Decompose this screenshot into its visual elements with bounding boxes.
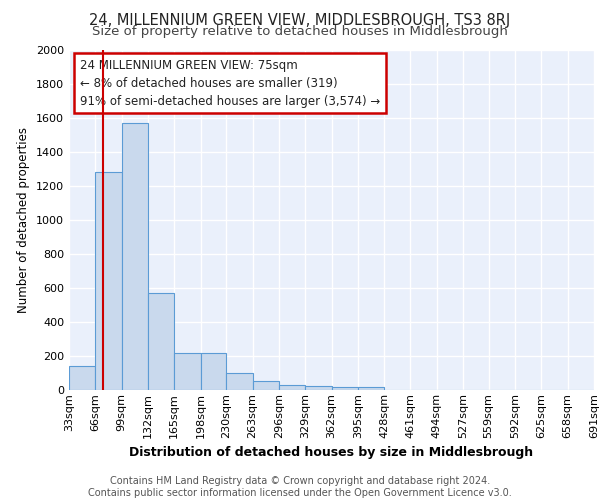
Bar — [226, 373, 253, 390]
Bar — [331, 386, 358, 390]
Bar — [200, 354, 226, 390]
Bar — [148, 293, 175, 390]
Bar — [122, 123, 148, 390]
Bar — [175, 352, 200, 390]
Text: 24 MILLENNIUM GREEN VIEW: 75sqm
← 8% of detached houses are smaller (319)
91% of: 24 MILLENNIUM GREEN VIEW: 75sqm ← 8% of … — [79, 58, 380, 108]
Bar — [279, 385, 305, 390]
Bar — [95, 172, 122, 390]
Y-axis label: Number of detached properties: Number of detached properties — [17, 127, 31, 313]
Bar — [305, 386, 331, 390]
Text: 24, MILLENNIUM GREEN VIEW, MIDDLESBROUGH, TS3 8RJ: 24, MILLENNIUM GREEN VIEW, MIDDLESBROUGH… — [89, 12, 511, 28]
Bar — [253, 380, 279, 390]
Bar — [358, 386, 384, 390]
Bar — [69, 366, 95, 390]
X-axis label: Distribution of detached houses by size in Middlesbrough: Distribution of detached houses by size … — [130, 446, 533, 459]
Text: Contains HM Land Registry data © Crown copyright and database right 2024.
Contai: Contains HM Land Registry data © Crown c… — [88, 476, 512, 498]
Text: Size of property relative to detached houses in Middlesbrough: Size of property relative to detached ho… — [92, 25, 508, 38]
